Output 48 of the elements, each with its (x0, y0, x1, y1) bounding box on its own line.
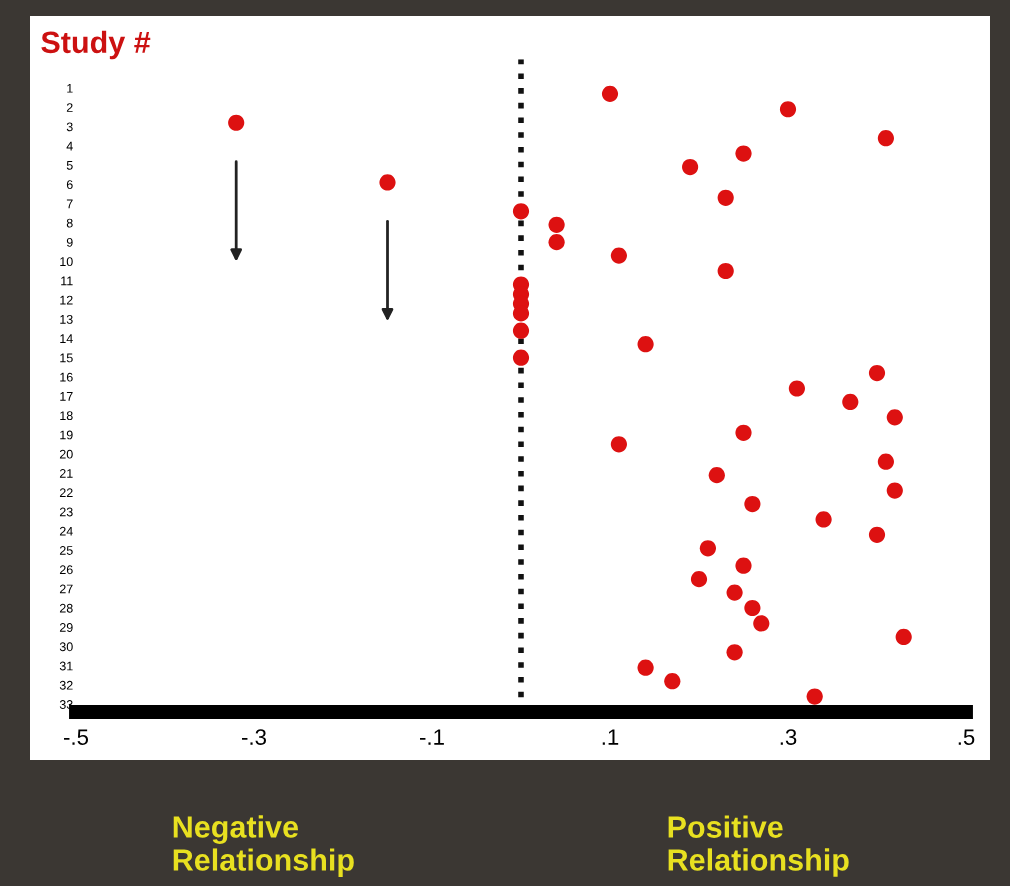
point (868, 526, 886, 543)
point (610, 247, 627, 264)
point (842, 393, 859, 411)
x-tick-label: -.1 (420, 729, 444, 745)
x-tick-label: .3 (780, 729, 797, 745)
text: Negative Relationship (173, 815, 354, 877)
point (548, 234, 565, 251)
point (548, 216, 565, 233)
point (779, 101, 797, 118)
point (868, 364, 886, 382)
x-tick-label: .1 (602, 729, 619, 745)
point (726, 584, 743, 601)
x-tick-label: .5 (958, 729, 975, 745)
point (512, 203, 530, 220)
x-tick-label: -.5 (64, 729, 89, 745)
point (877, 453, 894, 470)
point (895, 628, 912, 645)
point (682, 158, 699, 176)
point (735, 145, 752, 162)
point (877, 130, 894, 147)
point (637, 336, 654, 353)
point (379, 174, 396, 191)
point (735, 557, 752, 574)
point (228, 114, 245, 131)
point (717, 189, 734, 206)
point (806, 688, 823, 705)
point (815, 511, 832, 528)
point (735, 424, 752, 441)
point (512, 349, 530, 366)
point (699, 540, 716, 557)
point (690, 571, 708, 588)
point (744, 495, 761, 513)
point (886, 482, 903, 499)
point (886, 409, 903, 426)
point (610, 436, 627, 453)
point (744, 599, 761, 617)
point (753, 615, 770, 632)
point (717, 262, 734, 280)
text: Positive Relationship (668, 815, 849, 877)
x-tick-label: -.3 (242, 729, 266, 745)
point (637, 659, 654, 676)
point (726, 644, 743, 661)
point (788, 380, 805, 397)
point (512, 322, 530, 339)
y-axis-title: Study # (41, 30, 151, 60)
point (708, 467, 725, 484)
point (664, 673, 681, 690)
point (601, 85, 619, 102)
